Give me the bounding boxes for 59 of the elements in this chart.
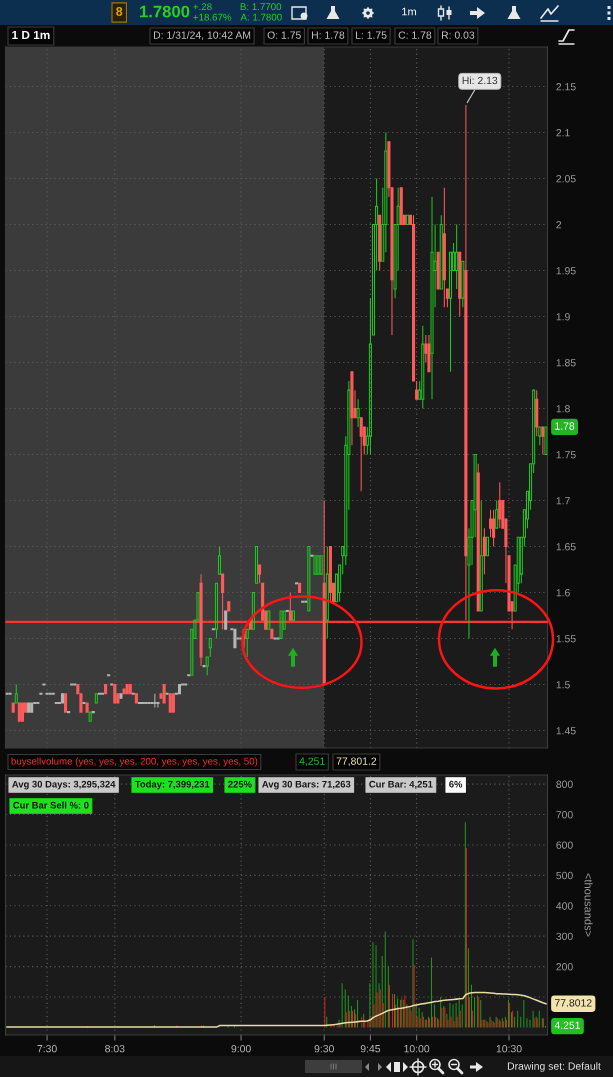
chart-title: 1 D 1m (12, 30, 50, 40)
x-tick-label: 7:30 (37, 1045, 57, 1053)
text: 77.8012 (554, 999, 592, 1007)
annotation: Avg 30 Days: 3,295,324 (12, 780, 116, 790)
y-tick-label: 1.75 (556, 451, 576, 459)
y-tick-label: 400 (556, 902, 573, 910)
y-tick-label: 1.7 (556, 497, 570, 505)
y-tick-label: 1.85 (556, 359, 576, 367)
text: 4.251 (554, 1021, 580, 1029)
y-tick-label: 1.95 (556, 267, 576, 275)
text: 4,251 (299, 757, 325, 767)
text: Drawing set: Default (507, 1062, 601, 1072)
text: 1m (402, 7, 417, 16)
annotation: Cur Bar Sell %: 0 (13, 801, 89, 809)
text: 1.7800 (140, 5, 190, 18)
text: 1.78 (555, 422, 575, 430)
text: C: 1.78 (398, 31, 432, 39)
text: D: 1/31/24, 10:42 AM (153, 31, 251, 41)
y-tick-label: 1.65 (556, 543, 576, 551)
y-tick-label: 1.55 (556, 635, 576, 643)
x-tick-label: 9:00 (231, 1045, 251, 1053)
y-tick-label: 1.6 (556, 589, 570, 597)
y-axis-title: <thousands> (584, 873, 593, 937)
y-tick-label: 700 (556, 811, 573, 819)
x-tick-label: 9:30 (314, 1045, 334, 1053)
annotation: 6% (449, 780, 463, 788)
chart-title: buysellvolume (yes, yes, yes, 200, yes, yes, yes, yes, 50) (11, 757, 258, 767)
text: B: 1.7700 (240, 3, 282, 11)
annotation: 225% (228, 780, 252, 788)
y-tick-label: 1.5 (556, 681, 570, 689)
text: A: 1.7800 (240, 13, 282, 21)
y-tick-label: 1.9 (556, 313, 570, 321)
y-tick-label: 800 (556, 780, 573, 788)
text: 8 (116, 7, 123, 16)
text: 77,801.2 (336, 757, 377, 767)
annotation: Hi: 2.13 (462, 76, 498, 85)
annotation: Avg 30 Bars: 71,263 (262, 780, 351, 790)
x-tick-label: 10:30 (496, 1045, 522, 1053)
y-tick-label: 500 (556, 871, 573, 880)
text: L: 1.75 (355, 31, 387, 39)
text: H: 1.78 (311, 31, 345, 39)
text: O: 1.75 (267, 31, 301, 39)
x-tick-label: 10:00 (404, 1045, 430, 1053)
annotation: Today: 7,399,231 (134, 780, 210, 790)
y-tick-label: 600 (556, 841, 573, 849)
annotation: Cur Bar: 4,251 (369, 780, 433, 789)
x-tick-label: 8:03 (105, 1045, 125, 1053)
y-tick-label: 2.1 (556, 129, 570, 137)
y-tick-label: 300 (556, 932, 573, 941)
text: +18.67% (193, 13, 232, 21)
y-tick-label: 2.15 (556, 83, 576, 91)
text: +.28 (193, 3, 212, 11)
y-tick-label: 200 (556, 963, 573, 971)
x-tick-label: 9:45 (360, 1045, 381, 1053)
y-tick-label: 2.05 (556, 175, 576, 183)
y-tick-label: 1.8 (556, 405, 570, 413)
y-tick-label: 2 (556, 221, 562, 229)
y-tick-label: 1.45 (556, 727, 576, 735)
text: R: 0.03 (441, 31, 475, 39)
